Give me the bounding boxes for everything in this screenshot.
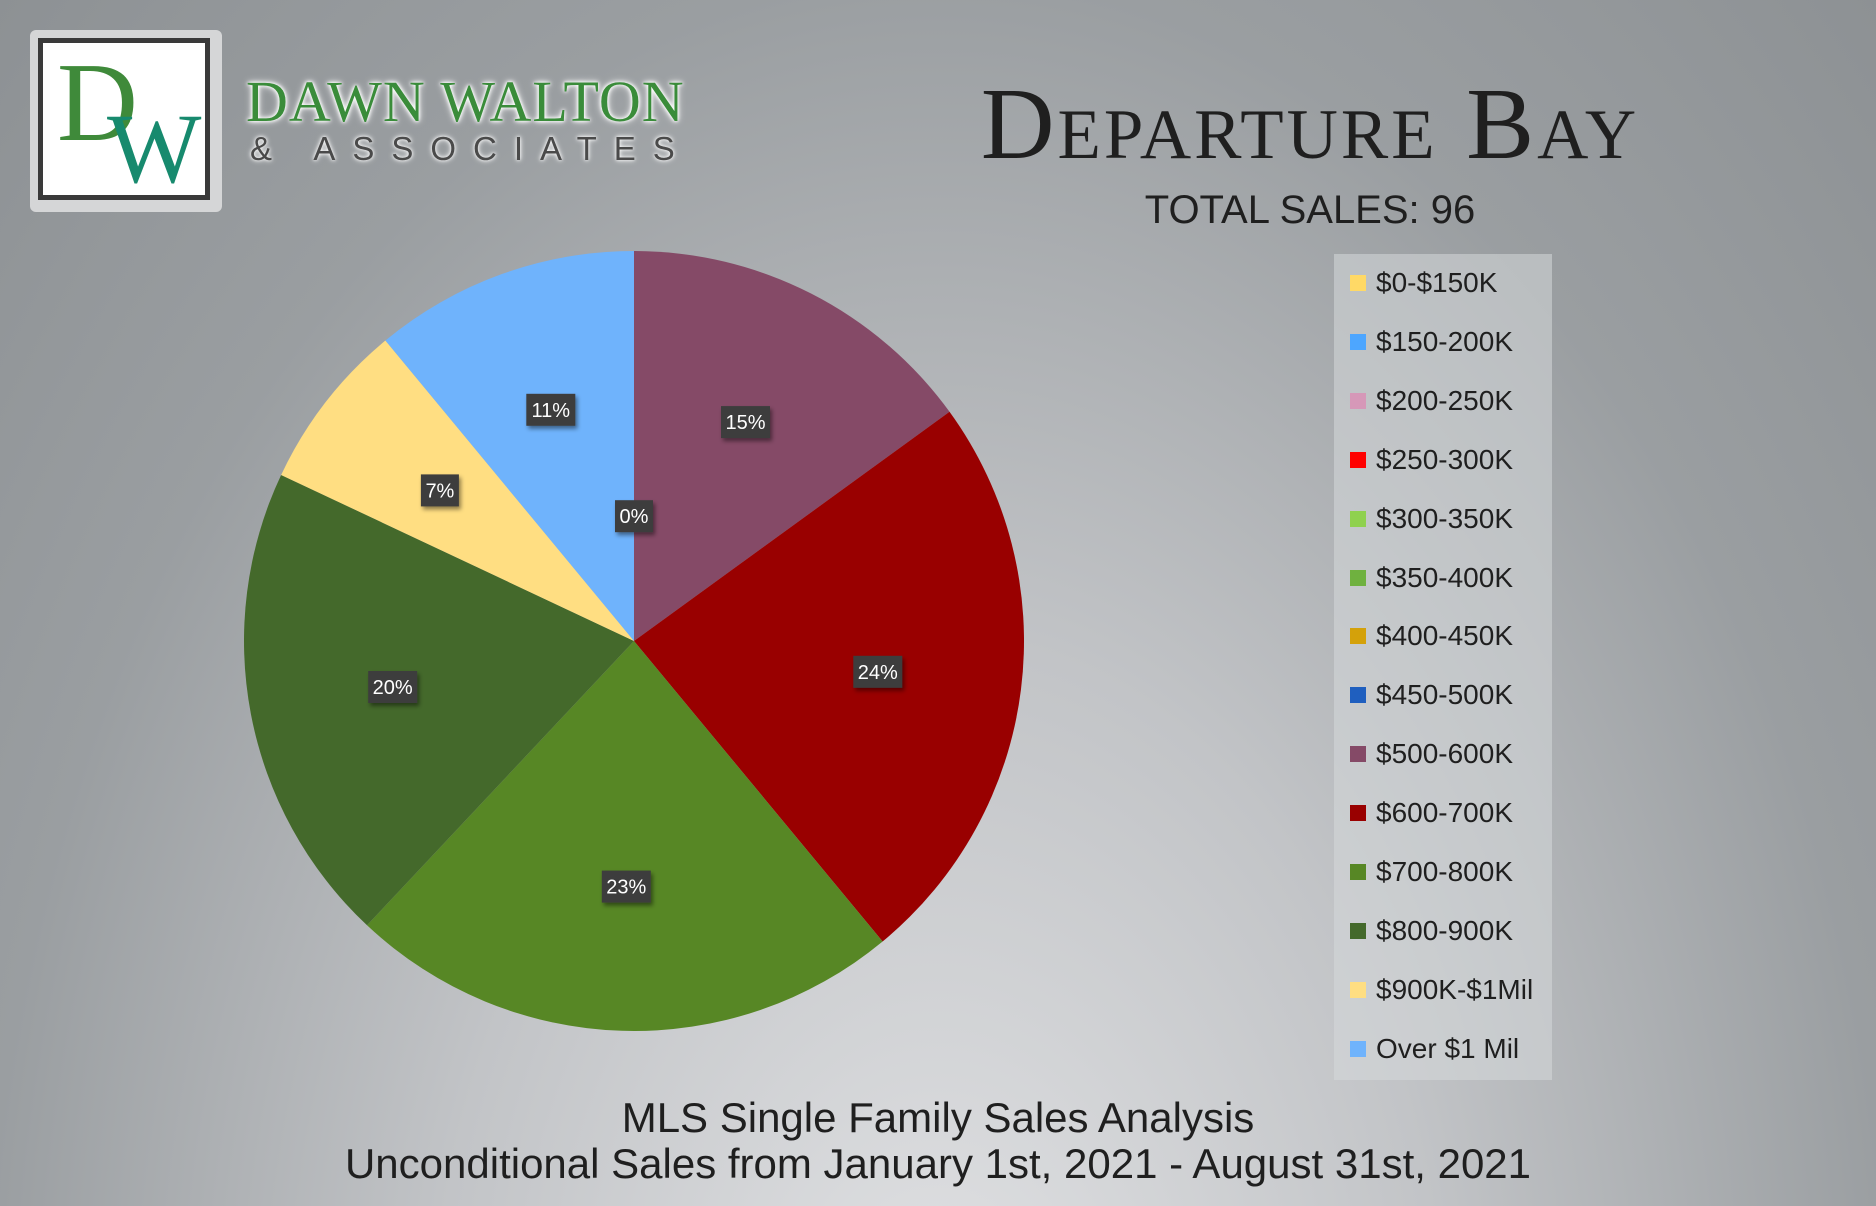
legend-item: $600-700K (1350, 797, 1514, 829)
legend-label: $600-700K (1376, 797, 1514, 829)
data-label: 11% (526, 393, 576, 426)
legend-item: $800-900K (1350, 914, 1514, 946)
pie-slice (367, 641, 883, 1032)
legend-label: $800-900K (1376, 914, 1514, 946)
legend-label: $300-350K (1376, 502, 1514, 534)
legend-swatch (1350, 922, 1366, 939)
legend-label: $150-200K (1376, 325, 1514, 357)
logo-letter-d: D (57, 41, 138, 165)
legend-item: $150-200K (1350, 325, 1514, 357)
legend-item: Over $1 Mil (1350, 1032, 1520, 1064)
brand-subtitle: & ASSOCIATES (250, 130, 692, 167)
data-label-box (615, 500, 653, 533)
legend-swatch (1350, 451, 1366, 468)
legend-item: $200-250K (1350, 384, 1514, 416)
legend-label: $500-600K (1376, 738, 1514, 770)
data-label-box (526, 393, 576, 426)
legend-swatch (1350, 333, 1366, 350)
data-label: 7% (420, 474, 459, 507)
legend-label: $450-500K (1376, 679, 1514, 711)
data-label-text: 20% (373, 677, 413, 699)
legend-label: $250-300K (1376, 443, 1514, 475)
footer-subtitle: MLS Single Family Sales Analysis (621, 1094, 1255, 1141)
legend-swatch (1350, 1040, 1366, 1057)
data-label: 20% (368, 671, 418, 703)
legend-item: $450-500K (1350, 679, 1514, 711)
legend-label: $700-800K (1376, 856, 1514, 887)
legend-label: Over $1 Mil (1376, 1032, 1520, 1064)
data-label: 24% (853, 655, 903, 688)
legend-swatch (1350, 864, 1366, 880)
legend-label: $400-450K (1376, 620, 1514, 652)
pie-slice (385, 251, 634, 641)
data-label-text: 0% (620, 506, 649, 528)
legend-swatch (1350, 981, 1366, 998)
legend-swatch (1350, 275, 1366, 291)
footer-date-range: Unconditional Sales from January 1st, 20… (344, 1140, 1532, 1187)
logo: D W (30, 30, 222, 212)
data-label-text: 15% (725, 412, 765, 434)
data-label: 23% (601, 870, 651, 903)
legend-item: $400-450K (1350, 620, 1514, 652)
data-label-text: 24% (858, 662, 898, 684)
legend-swatch (1350, 392, 1366, 409)
data-label-box (601, 870, 651, 903)
legend-item: $700-800K (1350, 856, 1514, 887)
data-label-box (420, 474, 459, 507)
legend-item: $250-300K (1350, 443, 1514, 475)
legend-label: $0-$150K (1376, 267, 1498, 298)
legend-item: $0-$150K (1350, 267, 1498, 298)
logo-letter-w: W (107, 93, 202, 204)
legend-label: $350-400K (1376, 561, 1514, 593)
legend-swatch (1350, 746, 1366, 763)
legend-label: $200-250K (1376, 384, 1514, 416)
brand-name: DAWN WALTON (246, 69, 685, 134)
data-label-text: 7% (425, 480, 454, 502)
legend-item: $300-350K (1350, 502, 1514, 534)
total-sales: TOTAL SALES: 96 (1144, 188, 1476, 232)
data-label-box (368, 671, 418, 703)
legend-swatch (1350, 805, 1366, 822)
legend-swatch (1350, 628, 1366, 645)
legend-item: $350-400K (1350, 561, 1514, 593)
data-label-text: 23% (606, 877, 646, 899)
legend: $0-$150K $150-200K $200-250K $250-300K $300-… (1334, 254, 1552, 1080)
data-label: 0% (615, 500, 653, 533)
data-label-box (721, 406, 770, 439)
pie-slice (634, 411, 1025, 942)
data-label-text: 11% (532, 400, 571, 422)
pie-slice (634, 251, 950, 641)
data-label: 15% (721, 406, 770, 439)
legend-label: $900K-$1Mil (1376, 973, 1534, 1005)
legend-item: $500-600K (1350, 738, 1514, 770)
legend-swatch (1350, 510, 1366, 527)
pie-slice (244, 474, 635, 926)
logo-box: D W (38, 38, 210, 200)
chart-title: Departure Bay (980, 68, 1640, 181)
data-label-box (853, 655, 903, 688)
legend-swatch (1350, 569, 1366, 586)
legend-swatch (1350, 687, 1366, 704)
legend-item: $900K-$1Mil (1350, 973, 1534, 1005)
